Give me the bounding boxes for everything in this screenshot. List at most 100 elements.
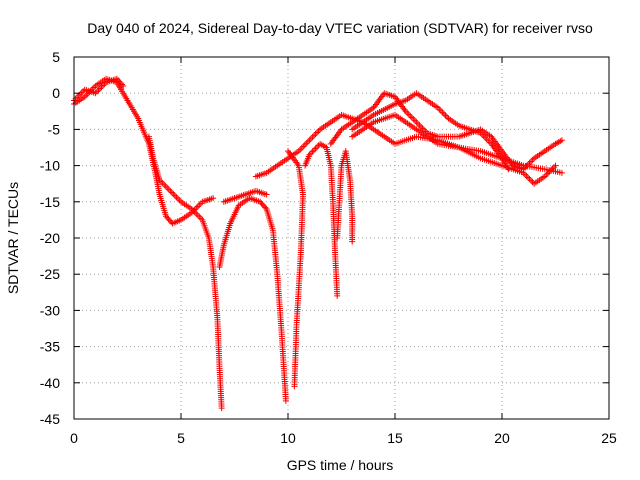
data-point (170, 191, 177, 198)
data-point (334, 292, 341, 299)
data-point (165, 216, 172, 223)
data-point (558, 137, 565, 144)
x-tick-label: 5 (177, 430, 185, 446)
y-tick-label: 5 (52, 49, 60, 65)
data-point (436, 106, 443, 113)
data-point (194, 203, 201, 210)
data-point (315, 127, 322, 134)
data-point (312, 131, 319, 138)
data-point (407, 112, 414, 119)
x-tick-label: 10 (280, 430, 296, 446)
data-point (194, 212, 201, 219)
data-point (442, 112, 449, 119)
data-point (176, 197, 183, 204)
y-axis-label: SDTVAR / TECUs (5, 182, 21, 294)
y-tick-label: -15 (40, 194, 60, 210)
data-point (552, 162, 559, 169)
data-point (263, 191, 270, 198)
data-point (414, 120, 421, 127)
data-point (162, 183, 169, 190)
x-tick-label: 0 (70, 430, 78, 446)
series-trace-11 (71, 75, 127, 104)
y-tick-label: -35 (40, 339, 60, 355)
data-point (558, 169, 565, 176)
data-point (168, 189, 175, 196)
data-point (312, 145, 319, 152)
data-point (437, 107, 444, 114)
data-point (298, 145, 305, 152)
data-point (174, 195, 181, 202)
data-point (550, 164, 557, 171)
data-point (164, 214, 171, 221)
data-point (411, 117, 418, 124)
data-point (529, 156, 536, 163)
series-trace-3 (216, 195, 289, 404)
x-axis-label: GPS time / hours (287, 457, 394, 473)
data-point (310, 132, 317, 139)
data-point (528, 158, 535, 165)
data-point (524, 174, 531, 181)
data-point (120, 82, 127, 89)
series-trace-7 (334, 148, 356, 245)
data-point (526, 176, 533, 183)
data-point (164, 184, 171, 191)
data-point (300, 143, 307, 150)
data-point (163, 213, 170, 220)
data-point (258, 200, 265, 207)
series-trace-12 (220, 187, 270, 205)
data-point (196, 201, 203, 208)
data-point (404, 109, 411, 116)
data-point (309, 148, 316, 155)
x-tick-label: 20 (494, 430, 510, 446)
data-point (439, 109, 446, 116)
data-point (259, 201, 266, 208)
data-point (218, 405, 225, 412)
x-tick-label: 15 (387, 430, 403, 446)
data-point (262, 204, 269, 211)
data-point (115, 77, 122, 84)
data-point (413, 119, 420, 126)
data-point (113, 75, 120, 82)
data-point (523, 172, 530, 179)
tick-marks (73, 56, 610, 420)
data-point (171, 192, 178, 199)
tick-labels: 0 5 10 15 20 25 5 0 -5 -10 -15 -20 -25 -30 -35 -40 -45 (40, 49, 617, 446)
data-point (117, 80, 124, 87)
y-tick-label: -30 (40, 302, 60, 318)
data-point (349, 238, 356, 245)
data-point (297, 146, 304, 153)
y-tick-label: -25 (40, 266, 60, 282)
data-point (261, 203, 268, 210)
series-trace-1 (71, 75, 217, 227)
series-trace-8 (327, 90, 565, 173)
data-point (196, 213, 203, 220)
y-tick-label: -10 (40, 158, 60, 174)
y-tick-label: 0 (52, 85, 60, 101)
y-tick-label: -5 (48, 121, 61, 137)
series-trace-5 (285, 148, 306, 390)
data-point (291, 383, 298, 390)
data-point (416, 122, 423, 129)
series-trace-2 (145, 133, 225, 412)
data-point (410, 116, 417, 123)
data-point (301, 141, 308, 148)
y-tick-label: -20 (40, 230, 60, 246)
data-point (167, 187, 174, 194)
data-point (314, 129, 321, 136)
x-tick-label: 25 (601, 430, 617, 446)
grid (74, 57, 609, 419)
data-point (544, 170, 551, 177)
series-trace-10 (349, 111, 559, 187)
data-markers (71, 75, 565, 412)
data-point (166, 217, 173, 224)
data-point (116, 78, 123, 85)
data-point (408, 114, 415, 121)
series-trace-6 (302, 140, 341, 299)
data-point (282, 397, 289, 404)
data-point (118, 81, 125, 88)
data-point (257, 198, 264, 205)
data-point (310, 147, 317, 154)
series-trace-9 (349, 90, 512, 173)
